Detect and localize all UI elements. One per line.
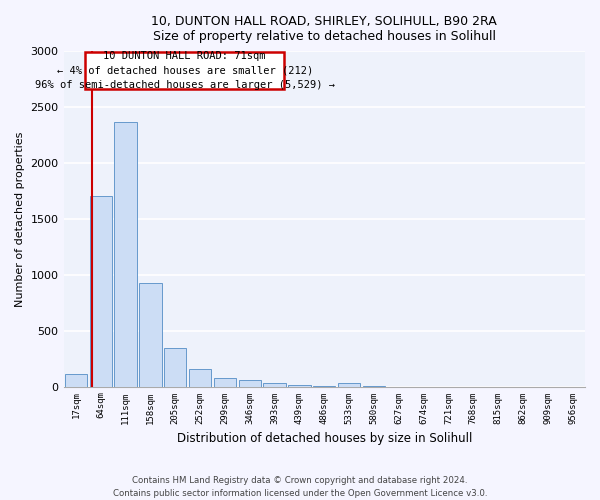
Bar — [214, 378, 236, 386]
X-axis label: Distribution of detached houses by size in Solihull: Distribution of detached houses by size … — [176, 432, 472, 445]
Y-axis label: Number of detached properties: Number of detached properties — [15, 131, 25, 306]
Text: 10 DUNTON HALL ROAD: 71sqm
← 4% of detached houses are smaller (212)
96% of semi: 10 DUNTON HALL ROAD: 71sqm ← 4% of detac… — [35, 52, 335, 90]
Bar — [189, 369, 211, 386]
Bar — [89, 196, 112, 386]
Title: 10, DUNTON HALL ROAD, SHIRLEY, SOLIHULL, B90 2RA
Size of property relative to de: 10, DUNTON HALL ROAD, SHIRLEY, SOLIHULL,… — [151, 15, 497, 43]
Bar — [239, 380, 261, 386]
Bar — [115, 122, 137, 386]
Text: Contains HM Land Registry data © Crown copyright and database right 2024.
Contai: Contains HM Land Registry data © Crown c… — [113, 476, 487, 498]
Bar — [263, 382, 286, 386]
Bar — [164, 348, 187, 387]
Bar — [139, 282, 161, 387]
FancyBboxPatch shape — [85, 52, 284, 89]
Bar — [65, 374, 87, 386]
Bar — [338, 382, 360, 386]
